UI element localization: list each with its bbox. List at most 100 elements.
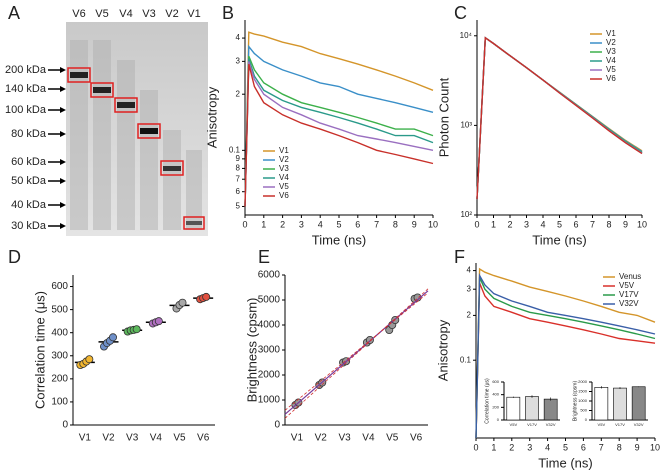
y-tick-label: 2 <box>467 311 472 320</box>
x-tick-label: 2 <box>509 442 514 452</box>
x-tick-label: 4 <box>540 219 545 229</box>
x-tick-label: 9 <box>635 442 640 452</box>
x-tick-label: 3 <box>527 442 532 452</box>
marker-arrowhead <box>60 202 66 208</box>
y-tick-label: 0 <box>497 417 500 422</box>
series-line <box>244 31 434 207</box>
y-tick-label: 200 <box>51 373 68 384</box>
bar <box>613 387 627 421</box>
legend-label: V3 <box>606 47 616 56</box>
legend-label: V6 <box>279 191 289 200</box>
x-tick-label: V2 <box>102 433 115 444</box>
series-line <box>476 36 643 200</box>
series-line <box>475 267 656 439</box>
marker-arrowhead <box>60 159 66 165</box>
x-tick-label: 8 <box>606 219 611 229</box>
marker-label: 40 kDa <box>11 199 47 211</box>
panel-label: A <box>8 3 20 23</box>
legend-label: V2 <box>606 38 616 47</box>
data-point <box>202 292 211 301</box>
x-tick-label: 6 <box>573 219 578 229</box>
lane-label: V3 <box>142 8 155 20</box>
series-line <box>244 55 434 207</box>
panel-label: E <box>258 247 270 267</box>
y-tick-label: 300 <box>51 350 68 361</box>
marker-arrowhead <box>60 178 66 184</box>
y-tick-label: 5000 <box>258 295 281 306</box>
x-tick-label: 9 <box>412 219 417 229</box>
marker-label: 200 kDa <box>5 64 47 76</box>
y-tick-label: 400 <box>51 327 68 338</box>
y-tick-label: 0.1 <box>460 355 472 364</box>
panel-label: B <box>222 3 234 23</box>
bar <box>594 387 609 421</box>
y-axis-label: Photon Count <box>436 77 451 157</box>
data-point <box>109 333 118 342</box>
legend-label: V1 <box>279 146 289 155</box>
y-tick-label: 0 <box>62 420 68 431</box>
x-tick-label: V17V <box>615 422 625 427</box>
x-tick-label: V5 <box>173 433 186 444</box>
legend-label: V5 <box>606 65 616 74</box>
fit-line <box>284 290 429 415</box>
marker-label: 60 kDa <box>11 156 47 168</box>
y-tick-label: 6 <box>236 187 241 196</box>
marker-arrowhead <box>60 223 66 229</box>
x-tick-label: 10 <box>637 219 647 229</box>
y-tick-label: 2000 <box>578 379 588 384</box>
series-line <box>475 277 656 439</box>
y-tick-label: 3000 <box>258 345 281 356</box>
marker-arrowhead <box>60 86 66 92</box>
series-line <box>476 36 643 200</box>
x-tick-label: 1 <box>491 219 496 229</box>
lane-label: V4 <box>119 8 132 20</box>
legend-label: V5 <box>279 182 289 191</box>
y-tick-label: 2 <box>236 89 241 98</box>
data-point <box>85 355 94 364</box>
y-tick-label: 4 <box>467 266 472 275</box>
x-tick-label: V6 <box>410 433 423 444</box>
fit-band <box>284 292 429 411</box>
series-line <box>244 61 434 207</box>
y-tick-label: 3 <box>236 56 241 65</box>
data-point <box>132 325 141 334</box>
x-tick-label: 10 <box>650 442 660 452</box>
x-tick-label: V3 <box>126 433 139 444</box>
series-line <box>476 36 643 200</box>
panel-label: F <box>454 247 465 267</box>
marker-label: 50 kDa <box>11 175 47 187</box>
y-tick-label: 1500 <box>578 389 588 394</box>
panel-label: D <box>8 247 21 267</box>
x-tick-label: V32V <box>634 422 644 427</box>
x-tick-label: V1 <box>79 433 92 444</box>
y-tick-label: 2000 <box>258 370 281 381</box>
marker-label: 30 kDa <box>11 220 47 232</box>
series-line <box>476 36 643 200</box>
x-tick-label: 10 <box>428 219 438 229</box>
x-tick-label: V1 <box>291 433 304 444</box>
y-tick-label: 8 <box>236 164 241 173</box>
legend-label: V1 <box>606 29 616 38</box>
lane-label: V6 <box>72 8 85 20</box>
x-tick-label: 9 <box>623 219 628 229</box>
legend-label: V4 <box>606 56 616 65</box>
y-tick-label: 100 <box>51 397 68 408</box>
x-tick-label: 6 <box>355 219 360 229</box>
x-tick-label: 7 <box>374 219 379 229</box>
x-tick-label: V3 <box>338 433 351 444</box>
x-tick-label: V32V <box>546 422 556 427</box>
series-line <box>244 63 434 207</box>
y-tick-label: 0 <box>585 417 588 422</box>
legend-label: V3 <box>279 164 289 173</box>
fit-band <box>284 288 429 419</box>
x-tick-label: V5V <box>510 422 518 427</box>
x-tick-label: V17V <box>527 422 537 427</box>
x-tick-label: 5 <box>557 219 562 229</box>
y-tick-label: 10³ <box>460 120 472 129</box>
data-point <box>154 317 163 326</box>
y-tick-label: 1000 <box>578 398 588 403</box>
marker-label: 100 kDa <box>5 104 47 116</box>
y-tick-label: 7 <box>236 174 241 183</box>
x-tick-label: 7 <box>599 442 604 452</box>
x-tick-label: 3 <box>524 219 529 229</box>
